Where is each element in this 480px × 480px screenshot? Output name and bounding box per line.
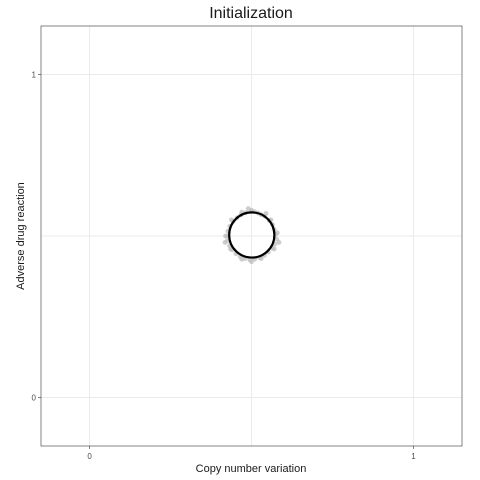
y-tick-label-0: 0 xyxy=(32,394,37,403)
scatter-point-43 xyxy=(249,259,254,265)
scatter-point-35 xyxy=(258,256,264,262)
y-tick-label-1: 1 xyxy=(32,70,37,79)
scatter-point-38 xyxy=(223,233,228,239)
axis-ticks: 0 1 0 1 xyxy=(32,70,417,461)
x-tick-label-0: 0 xyxy=(87,452,92,461)
scatter-point-34 xyxy=(271,246,277,252)
scatter-point-42 xyxy=(276,240,282,245)
scatter-point-36 xyxy=(239,256,245,262)
y-axis-title: Adverse drug reaction xyxy=(15,182,27,290)
grid-lines xyxy=(41,26,462,446)
plot-panel-border xyxy=(40,25,463,447)
centroid-ring xyxy=(228,211,276,259)
scatter-point-31 xyxy=(245,206,251,211)
x-tick-label-1: 1 xyxy=(411,452,416,461)
scatter-point-44 xyxy=(222,240,228,245)
scatter-point-33 xyxy=(275,230,280,236)
scatter-point-37 xyxy=(228,246,233,252)
data-points xyxy=(222,206,282,265)
chart-title: Initialization xyxy=(209,5,293,22)
scatter-point-41 xyxy=(263,210,269,216)
x-axis-title: Copy number variation xyxy=(196,463,307,475)
